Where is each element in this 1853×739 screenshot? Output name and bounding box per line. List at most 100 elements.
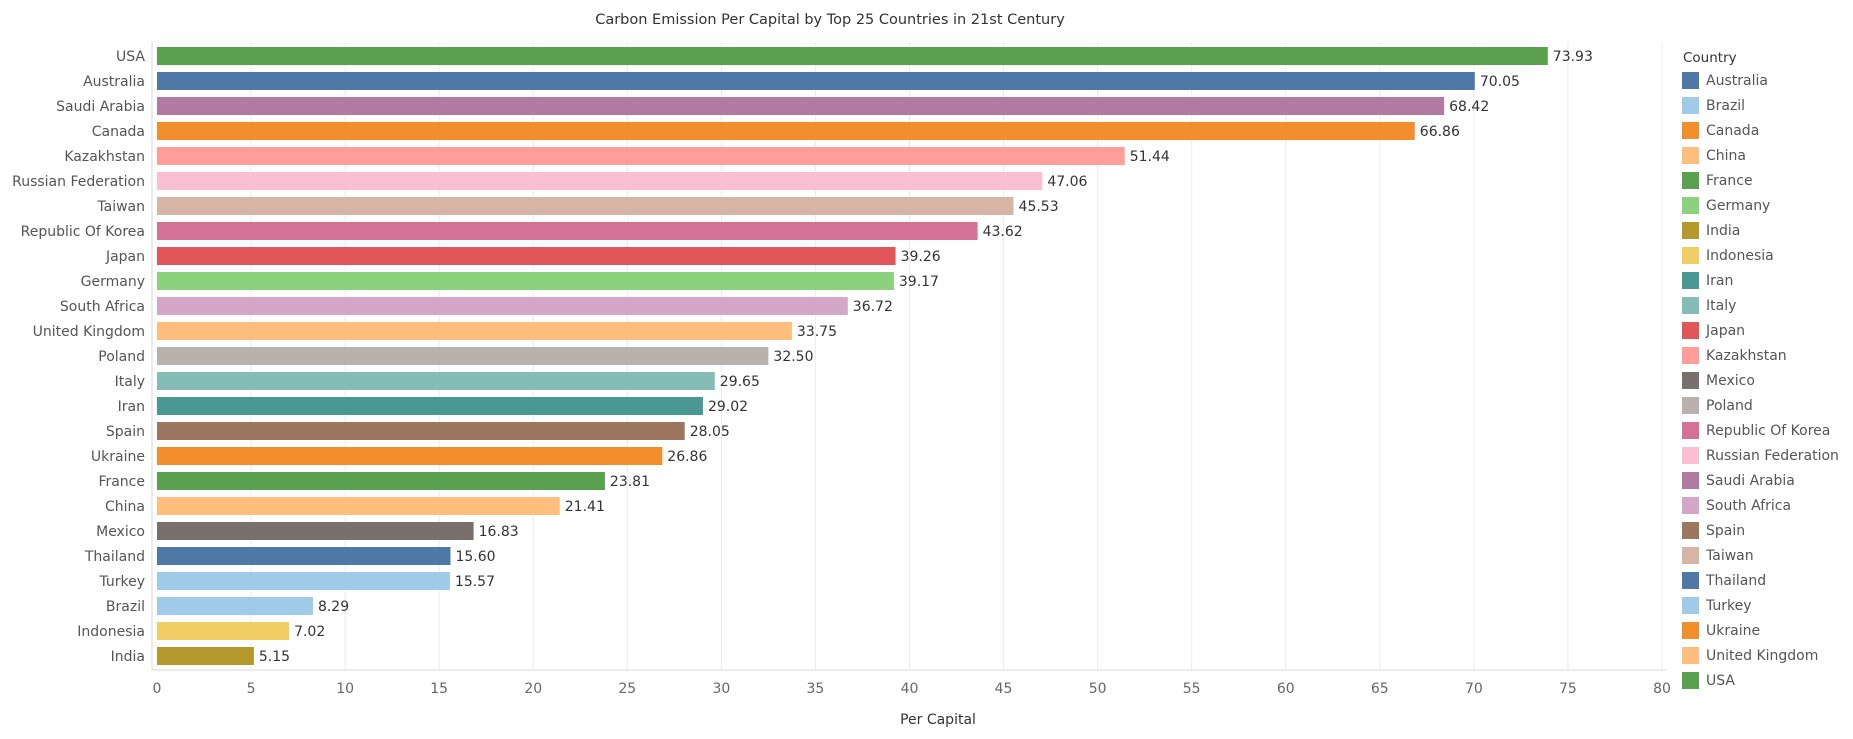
legend-item[interactable]: Indonesia [1682,243,1850,268]
legend-label: Turkey [1706,597,1752,614]
legend-item[interactable]: Germany [1682,193,1850,218]
category-label: India [111,649,145,665]
legend-item[interactable]: USA [1682,668,1850,693]
legend-swatch [1682,347,1699,364]
legend-label: Thailand [1706,572,1767,589]
bar[interactable] [157,422,685,440]
bar[interactable] [157,247,896,265]
category-label: South Africa [60,299,145,315]
bar[interactable] [157,397,703,415]
bar[interactable] [157,522,474,540]
legend-item[interactable]: Ukraine [1682,618,1850,643]
legend-swatch [1682,97,1699,114]
x-tick-label: 5 [247,681,256,697]
legend-item[interactable]: Thailand [1682,568,1850,593]
bar[interactable] [157,147,1125,165]
bar[interactable] [157,47,1548,65]
legend-swatch [1682,547,1699,564]
legend-item[interactable]: Italy [1682,293,1850,318]
legend-swatch [1682,122,1699,139]
category-label: Brazil [106,599,145,615]
legend-swatch [1682,472,1699,489]
legend-item[interactable]: Russian Federation [1682,443,1850,468]
data-label: 70.05 [1480,74,1520,90]
bar[interactable] [157,122,1415,140]
category-label: Ukraine [91,449,145,465]
x-tick-label: 70 [1465,681,1483,697]
x-tick-label: 0 [153,681,162,697]
legend-item[interactable]: United Kingdom [1682,643,1850,668]
legend-item[interactable]: Saudi Arabia [1682,468,1850,493]
legend-swatch [1682,672,1699,689]
bar[interactable] [157,547,451,565]
legend-label: USA [1706,672,1735,689]
bar[interactable] [157,322,792,340]
bar[interactable] [157,97,1445,115]
bar[interactable] [157,447,663,465]
legend-item[interactable]: Spain [1682,518,1850,543]
legend-item[interactable]: Canada [1682,118,1850,143]
legend-item[interactable]: Australia [1682,68,1850,93]
category-label: USA [116,49,145,65]
legend-item[interactable]: France [1682,168,1850,193]
bar[interactable] [157,622,290,640]
legend-item[interactable]: South Africa [1682,493,1850,518]
legend-item[interactable]: India [1682,218,1850,243]
legend-item[interactable]: Taiwan [1682,543,1850,568]
legend-swatch [1682,422,1699,439]
bar[interactable] [157,297,848,315]
bar[interactable] [157,647,254,665]
legend-swatch [1682,647,1699,664]
legend-label: Republic Of Korea [1706,422,1831,439]
bar[interactable] [157,172,1043,190]
x-tick-label: 15 [430,681,448,697]
x-tick-label: 40 [901,681,919,697]
legend-label: France [1706,172,1753,189]
legend-item[interactable]: Poland [1682,393,1850,418]
bar[interactable] [157,272,894,290]
legend-swatch [1682,197,1699,214]
legend-items: Australia Brazil Canada China France Germany I… [1682,68,1850,693]
legend-item[interactable]: Japan [1682,318,1850,343]
data-label: 15.57 [455,574,495,590]
category-label: Germany [81,274,145,290]
legend-swatch [1682,522,1699,539]
x-tick-label: 55 [1183,681,1201,697]
legend-item[interactable]: Iran [1682,268,1850,293]
legend-label: Canada [1706,122,1760,139]
category-label: Iran [118,399,145,415]
bar[interactable] [157,197,1014,215]
x-tick-label: 10 [336,681,354,697]
bar[interactable] [157,347,769,365]
category-label: United Kingdom [33,324,145,340]
legend-swatch [1682,247,1699,264]
bar[interactable] [157,72,1475,90]
legend-item[interactable]: Mexico [1682,368,1850,393]
legend-label: South Africa [1706,497,1792,514]
bar[interactable] [157,472,605,490]
bar[interactable] [157,222,978,240]
category-label: Indonesia [77,624,145,640]
bar[interactable] [157,372,715,390]
category-label: Australia [83,74,145,90]
category-label: Turkey [98,574,145,590]
data-label: 33.75 [797,324,837,340]
bar[interactable] [157,572,450,590]
legend-item[interactable]: Turkey [1682,593,1850,618]
legend-label: Kazakhstan [1706,347,1787,364]
data-label: 45.53 [1019,199,1059,215]
legend-item[interactable]: Kazakhstan [1682,343,1850,368]
category-label: Mexico [96,524,145,540]
bar[interactable] [157,497,560,515]
legend-swatch [1682,72,1699,89]
x-tick-label: 65 [1371,681,1389,697]
legend[interactable]: Country Australia Brazil Canada China France… [1682,48,1850,693]
legend-item[interactable]: Brazil [1682,93,1850,118]
data-label: 29.65 [720,374,760,390]
x-axis-title: Per Capital [900,712,976,728]
legend-item[interactable]: Republic Of Korea [1682,418,1850,443]
bar[interactable] [157,597,313,615]
legend-label: United Kingdom [1706,647,1819,664]
legend-item[interactable]: China [1682,143,1850,168]
data-label: 21.41 [565,499,605,515]
